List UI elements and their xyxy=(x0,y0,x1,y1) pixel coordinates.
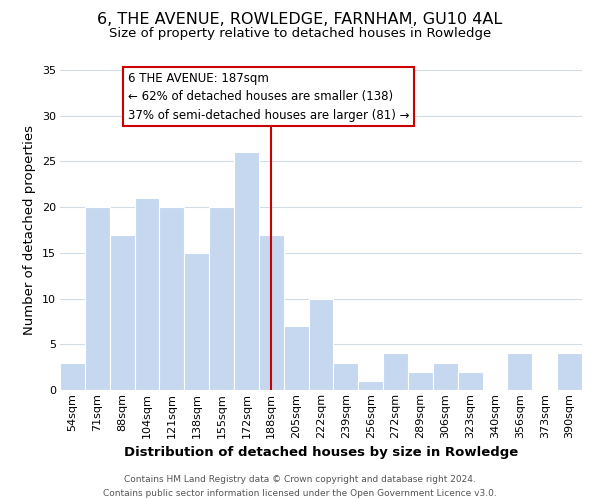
Bar xyxy=(284,326,308,390)
Text: 6, THE AVENUE, ROWLEDGE, FARNHAM, GU10 4AL: 6, THE AVENUE, ROWLEDGE, FARNHAM, GU10 4… xyxy=(97,12,503,28)
Bar xyxy=(358,381,383,390)
Text: 6 THE AVENUE: 187sqm
← 62% of detached houses are smaller (138)
37% of semi-deta: 6 THE AVENUE: 187sqm ← 62% of detached h… xyxy=(128,72,409,122)
Bar xyxy=(110,234,134,390)
Bar xyxy=(184,253,209,390)
X-axis label: Distribution of detached houses by size in Rowledge: Distribution of detached houses by size … xyxy=(124,446,518,459)
Bar xyxy=(234,152,259,390)
Bar xyxy=(259,234,284,390)
Bar xyxy=(85,207,110,390)
Bar xyxy=(408,372,433,390)
Bar xyxy=(557,354,582,390)
Bar xyxy=(134,198,160,390)
Bar xyxy=(308,298,334,390)
Bar xyxy=(458,372,482,390)
Bar xyxy=(209,207,234,390)
Bar xyxy=(433,362,458,390)
Text: Size of property relative to detached houses in Rowledge: Size of property relative to detached ho… xyxy=(109,28,491,40)
Y-axis label: Number of detached properties: Number of detached properties xyxy=(23,125,36,335)
Bar xyxy=(334,362,358,390)
Text: Contains HM Land Registry data © Crown copyright and database right 2024.
Contai: Contains HM Land Registry data © Crown c… xyxy=(103,476,497,498)
Bar xyxy=(508,354,532,390)
Bar xyxy=(160,207,184,390)
Bar xyxy=(383,354,408,390)
Bar xyxy=(60,362,85,390)
